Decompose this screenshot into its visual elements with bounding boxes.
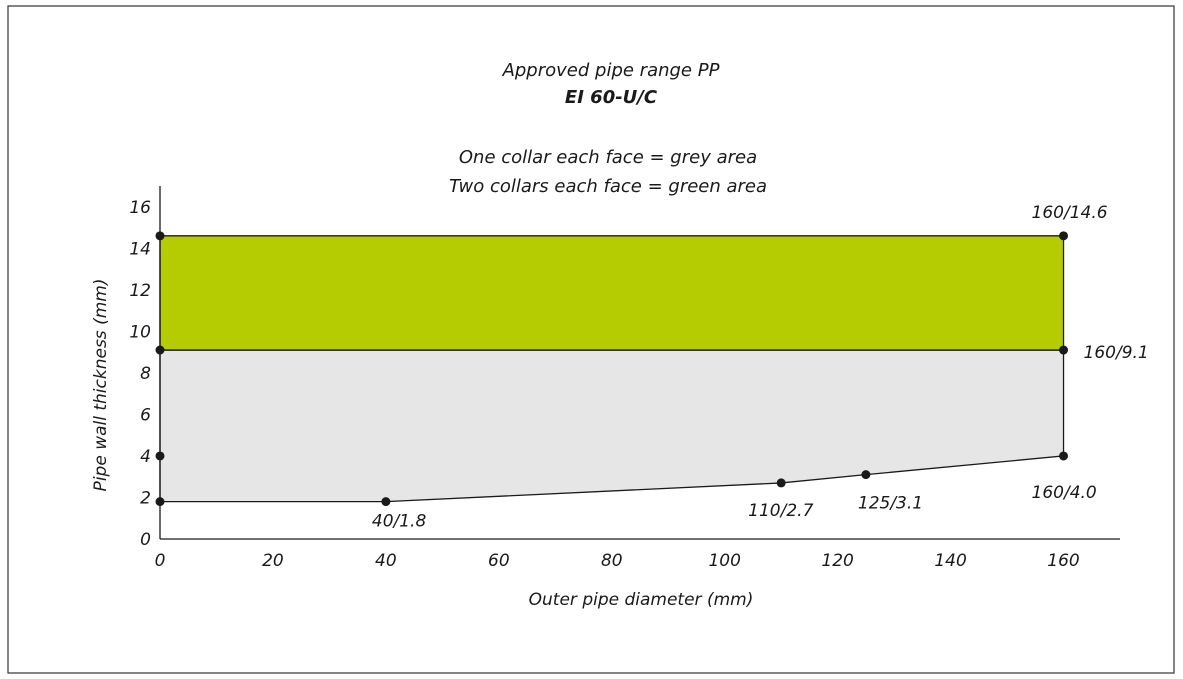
- y-tick-label: 12: [129, 281, 151, 301]
- x-tick-label: 140: [934, 551, 966, 571]
- data-point: [1059, 231, 1069, 241]
- x-tick-label: 0: [155, 551, 166, 571]
- x-tick-label: 120: [821, 551, 853, 571]
- chart-title: Approved pipe range PP: [502, 60, 720, 81]
- data-point: [155, 345, 165, 355]
- data-points: 40/1.8 110/2.7 125/3.1 160/4.0 160/9.1 160/14…: [155, 203, 1149, 532]
- data-point-label: 125/3.1: [858, 494, 923, 514]
- x-axis-label: Outer pipe diameter (mm): [529, 590, 754, 610]
- legend-line-green: Two collars each face = green area: [449, 176, 767, 197]
- y-tick-label: 16: [129, 198, 151, 218]
- y-axis-label: Pipe wall thickness (mm): [91, 279, 111, 492]
- data-point-label: 160/4.0: [1032, 483, 1097, 503]
- data-point-label: 40/1.8: [372, 512, 427, 532]
- data-point: [381, 497, 391, 507]
- data-point: [861, 470, 871, 480]
- axes: [159, 186, 1120, 540]
- data-point: [1059, 345, 1069, 355]
- chart-subtitle: EI 60-U/C: [565, 87, 658, 108]
- data-point: [155, 451, 165, 461]
- x-tick-label: 80: [601, 551, 623, 571]
- legend-line-grey: One collar each face = grey area: [459, 147, 757, 168]
- y-tick-label: 4: [140, 447, 151, 467]
- data-point: [1059, 451, 1069, 461]
- x-tick-label: 160: [1047, 551, 1079, 571]
- data-point: [155, 231, 165, 241]
- y-tick-label: 2: [140, 488, 151, 508]
- y-tick-labels: 0 2 4 6 8 10 12 14 16: [129, 198, 151, 550]
- x-tick-label: 20: [262, 551, 284, 571]
- y-tick-label: 14: [129, 239, 151, 259]
- y-tick-label: 10: [129, 322, 151, 342]
- x-tick-labels: 0 20 40 60 80 100 120 140 160: [155, 551, 1080, 571]
- x-tick-label: 100: [708, 551, 740, 571]
- data-point-label: 110/2.7: [748, 501, 813, 521]
- data-point: [155, 497, 165, 507]
- x-tick-label: 40: [375, 551, 397, 571]
- y-tick-label: 0: [140, 530, 151, 550]
- data-point-label: 160/14.6: [1032, 203, 1108, 223]
- data-point: [776, 478, 786, 488]
- x-tick-label: 60: [488, 551, 510, 571]
- data-point-label: 160/9.1: [1084, 343, 1149, 363]
- green-area: [159, 235, 1065, 351]
- y-tick-label: 6: [140, 405, 151, 425]
- y-tick-label: 8: [140, 364, 151, 384]
